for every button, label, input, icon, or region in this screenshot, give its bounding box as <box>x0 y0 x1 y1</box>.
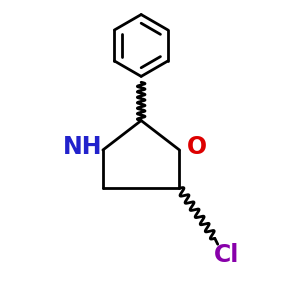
Text: Cl: Cl <box>214 242 239 266</box>
Text: O: O <box>187 135 207 159</box>
Text: NH: NH <box>62 135 102 159</box>
